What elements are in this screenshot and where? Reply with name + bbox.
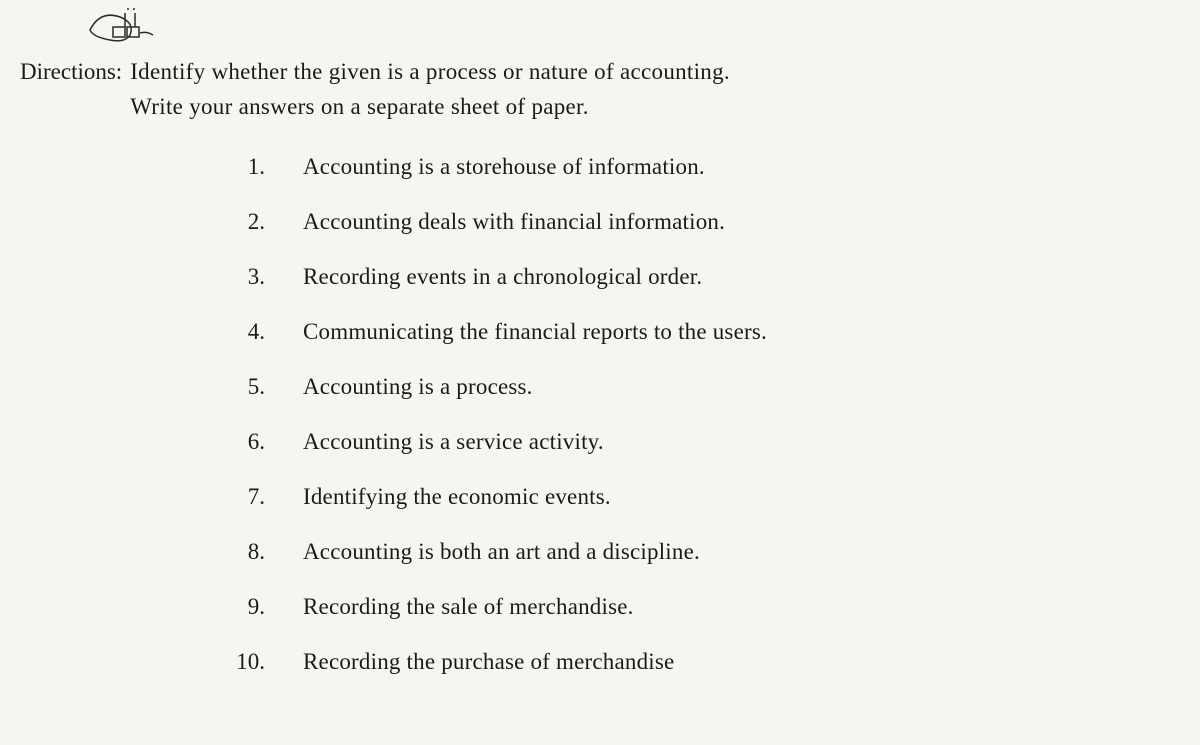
item-number: 9. <box>210 594 265 620</box>
logo-sketch-icon <box>85 5 205 45</box>
item-text: Recording events in a chronological orde… <box>303 264 702 290</box>
directions-text: Identify whether the given is a process … <box>130 55 1180 124</box>
item-text: Accounting deals with financial informat… <box>303 209 725 235</box>
item-text: Communicating the financial reports to t… <box>303 319 767 345</box>
directions-block: Directions: Identify whether the given i… <box>20 55 1180 124</box>
item-number: 3. <box>210 264 265 290</box>
list-item: 4. Communicating the financial reports t… <box>210 319 1180 345</box>
list-item: 8. Accounting is both an art and a disci… <box>210 539 1180 565</box>
list-item: 6. Accounting is a service activity. <box>210 429 1180 455</box>
item-text: Accounting is a process. <box>303 374 533 400</box>
item-text: Recording the purchase of merchandise <box>303 649 674 675</box>
directions-label: Directions: <box>20 55 122 90</box>
list-item: 5. Accounting is a process. <box>210 374 1180 400</box>
list-item: 9. Recording the sale of merchandise. <box>210 594 1180 620</box>
item-number: 1. <box>210 154 265 180</box>
item-text: Accounting is both an art and a discipli… <box>303 539 700 565</box>
list-item: 2. Accounting deals with financial infor… <box>210 209 1180 235</box>
items-list: 1. Accounting is a storehouse of informa… <box>210 154 1180 675</box>
list-item: 1. Accounting is a storehouse of informa… <box>210 154 1180 180</box>
item-number: 6. <box>210 429 265 455</box>
item-text: Recording the sale of merchandise. <box>303 594 634 620</box>
item-number: 2. <box>210 209 265 235</box>
item-number: 7. <box>210 484 265 510</box>
item-number: 4. <box>210 319 265 345</box>
item-number: 8. <box>210 539 265 565</box>
list-item: 10. Recording the purchase of merchandis… <box>210 649 1180 675</box>
item-text: Accounting is a storehouse of informatio… <box>303 154 705 180</box>
list-item: 7. Identifying the economic events. <box>210 484 1180 510</box>
item-text: Accounting is a service activity. <box>303 429 604 455</box>
item-number: 5. <box>210 374 265 400</box>
list-item: 3. Recording events in a chronological o… <box>210 264 1180 290</box>
item-text: Identifying the economic events. <box>303 484 611 510</box>
directions-line1: Identify whether the given is a process … <box>130 55 1180 90</box>
item-number: 10. <box>210 649 265 675</box>
directions-line2: Write your answers on a separate sheet o… <box>130 90 1180 125</box>
